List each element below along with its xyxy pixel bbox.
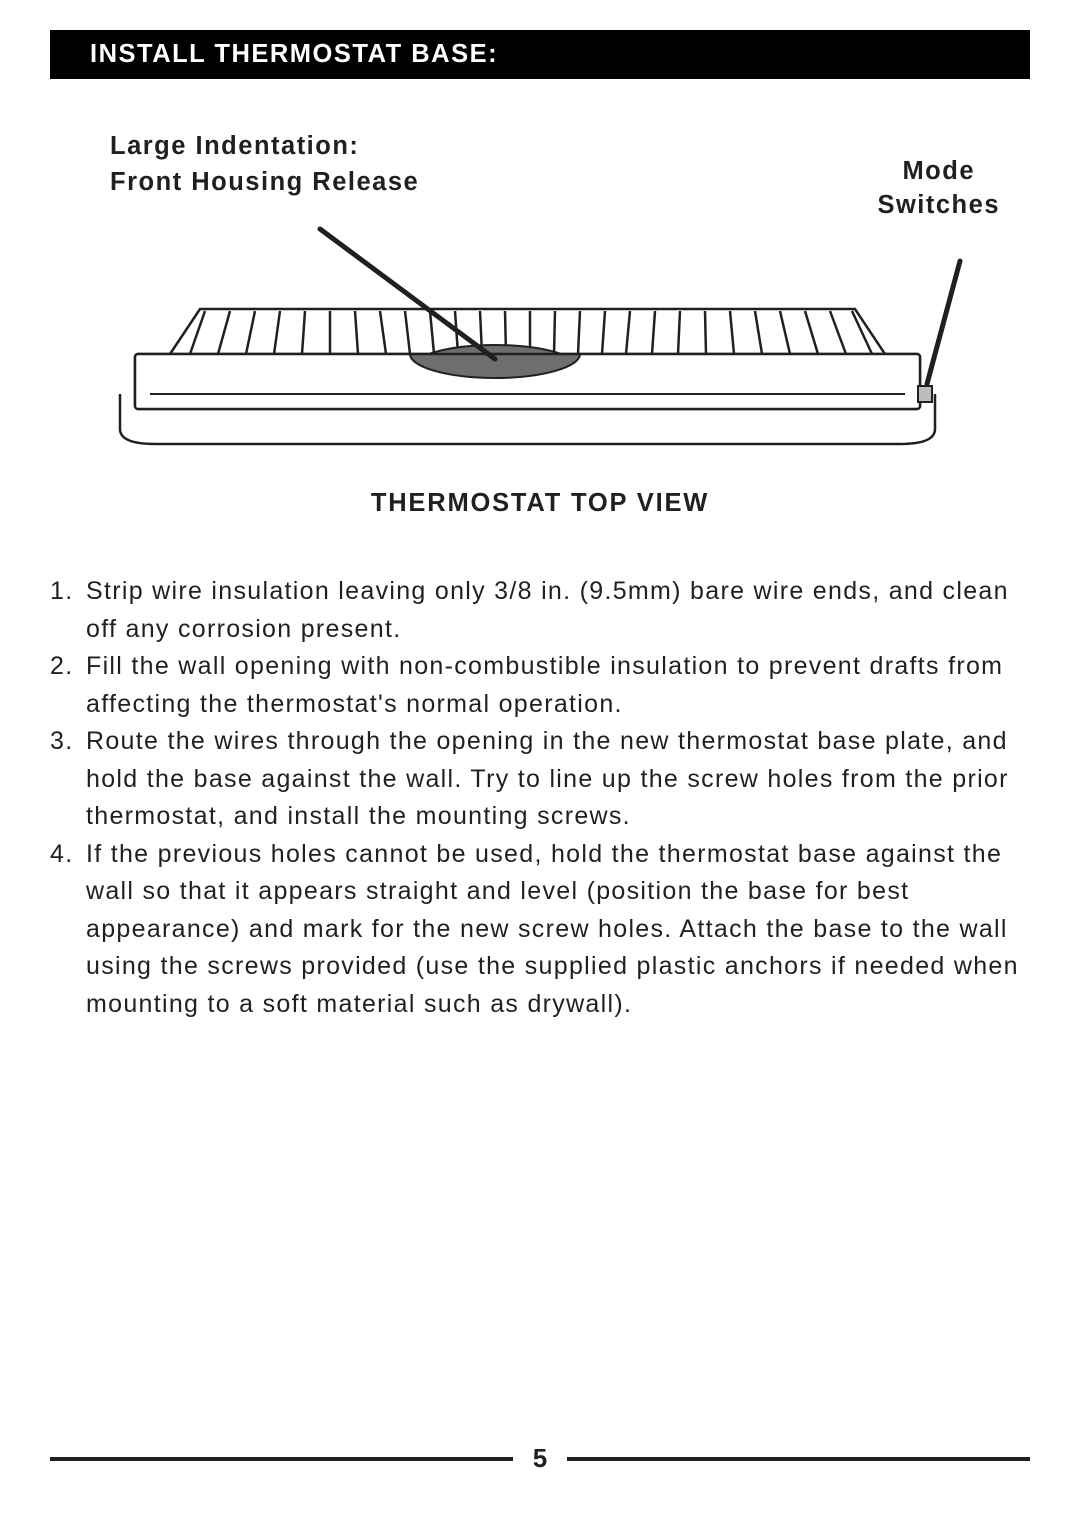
mode-switch [918,386,932,402]
list-item: Fill the wall opening with non-combustib… [50,648,1030,723]
leader-right [927,261,960,384]
install-steps-list: Strip wire insulation leaving only 3/8 i… [50,573,1030,1023]
list-item: Route the wires through the opening in t… [50,723,1030,836]
diagram-label-left-line2: Front Housing Release [110,168,419,196]
diagram-label-right-line1: Mode [902,157,975,185]
thermostat-diagram: Large Indentation: Front Housing Release… [50,129,1030,459]
footer-rule-left [50,1457,513,1461]
list-item: If the previous holes cannot be used, ho… [50,836,1030,1024]
section-header: INSTALL THERMOSTAT BASE: [50,30,1030,79]
diagram-caption: THERMOSTAT TOP VIEW [50,489,1030,518]
footer-rule-right [567,1457,1030,1461]
diagram-label-left: Large Indentation: Front Housing Release [110,129,419,200]
thermostat-svg [100,199,980,459]
list-item: Strip wire insulation leaving only 3/8 i… [50,573,1030,648]
page-number: 5 [513,1443,567,1474]
page-footer: 5 [50,1443,1030,1474]
diagram-label-left-line1: Large Indentation: [110,132,359,160]
